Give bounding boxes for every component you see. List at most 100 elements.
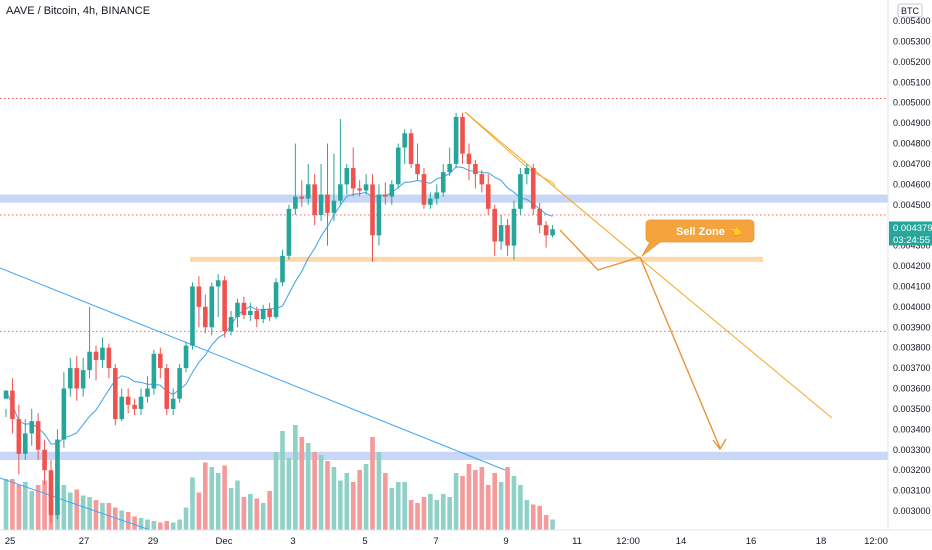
candle-body bbox=[428, 198, 433, 205]
candle bbox=[254, 306, 260, 328]
volume-bar bbox=[16, 485, 22, 530]
candle bbox=[453, 112, 459, 168]
projection-path-line[interactable] bbox=[559, 229, 641, 271]
price-axis-background bbox=[888, 0, 932, 530]
volume-bar bbox=[524, 500, 530, 530]
volume-bar bbox=[80, 495, 86, 530]
candle bbox=[492, 204, 497, 256]
price-tick-label: 0.005100 bbox=[893, 77, 931, 87]
volume-bar bbox=[61, 485, 67, 530]
candle bbox=[151, 349, 157, 395]
candle-body bbox=[61, 388, 67, 440]
candle bbox=[505, 219, 510, 256]
volume-bar bbox=[10, 479, 15, 530]
candle bbox=[3, 390, 9, 418]
candle bbox=[280, 249, 285, 287]
candle-body bbox=[22, 433, 28, 454]
candle-body bbox=[3, 390, 9, 399]
volume-bar bbox=[395, 482, 401, 530]
volume-bar bbox=[505, 467, 510, 530]
volume-bar bbox=[132, 516, 137, 530]
price-tick-label: 0.004700 bbox=[893, 159, 931, 169]
volume-bar bbox=[286, 458, 292, 530]
volume-bar bbox=[267, 491, 272, 530]
chart-title: AAVE / Bitcoin, 4h, BINANCE bbox=[6, 5, 151, 17]
volume-bar bbox=[299, 437, 305, 530]
volume-bar bbox=[113, 507, 118, 530]
time-axis[interactable]: 25 27 29 Dec 3 5 7 9 11 12:00 14 16 18 12:00 bbox=[0, 529, 932, 547]
volume-bar bbox=[222, 465, 227, 530]
candle-body bbox=[299, 196, 305, 199]
volume-bar bbox=[68, 492, 73, 530]
candle-body bbox=[543, 225, 549, 236]
candle bbox=[530, 163, 536, 215]
volume-bar bbox=[440, 494, 446, 530]
candle-body bbox=[537, 208, 542, 226]
moving-average-line[interactable] bbox=[5, 166, 553, 445]
price-tick-label: 0.005300 bbox=[893, 36, 931, 46]
candle-body bbox=[177, 368, 182, 399]
orange-channel-line[interactable] bbox=[464, 111, 556, 187]
volume-bar bbox=[428, 494, 433, 530]
volume-bar bbox=[325, 461, 330, 530]
volume-bar bbox=[537, 506, 542, 530]
volume-bar bbox=[183, 507, 189, 530]
volume-bar bbox=[203, 462, 208, 530]
volume-bar bbox=[22, 482, 28, 530]
volume-bar bbox=[106, 503, 112, 530]
volume-layer bbox=[3, 425, 555, 530]
candle bbox=[312, 174, 317, 226]
blue-lower-trendline[interactable] bbox=[0, 477, 151, 531]
blue-descending-trendline[interactable] bbox=[0, 267, 506, 471]
sell-zone-callout[interactable] bbox=[641, 219, 755, 257]
candle-body bbox=[145, 388, 150, 397]
trendlines-layer[interactable] bbox=[0, 111, 833, 531]
candle bbox=[241, 296, 247, 320]
candle bbox=[100, 337, 105, 369]
time-tick-label: 9 bbox=[503, 536, 508, 547]
candle-body bbox=[29, 421, 35, 434]
candle-body bbox=[402, 133, 407, 148]
candle bbox=[389, 180, 395, 205]
candle-body bbox=[325, 194, 330, 213]
candle-body bbox=[370, 184, 375, 236]
volume-bar bbox=[466, 464, 472, 530]
candle bbox=[190, 282, 195, 350]
candle-body bbox=[119, 396, 125, 420]
candle bbox=[164, 364, 170, 416]
time-tick-label: 3 bbox=[290, 536, 295, 547]
candle bbox=[183, 341, 189, 373]
volume-bar bbox=[530, 504, 536, 530]
volume-bar bbox=[196, 492, 202, 530]
annotations-layer[interactable]: Sell Zone 👈 bbox=[559, 219, 755, 451]
candle-body bbox=[460, 116, 465, 154]
volume-bar bbox=[145, 519, 150, 530]
volume-bar bbox=[273, 452, 279, 530]
countdown-label: 03:24:55 bbox=[893, 235, 930, 246]
arrow-head-icon bbox=[712, 438, 727, 451]
projection-arrow-line[interactable] bbox=[639, 256, 721, 449]
candle-body bbox=[447, 163, 452, 173]
candle-body bbox=[125, 396, 131, 405]
candle bbox=[299, 180, 305, 207]
candle bbox=[537, 202, 542, 234]
candle bbox=[357, 180, 362, 197]
price-tick-label: 0.003000 bbox=[893, 506, 931, 516]
candle bbox=[203, 294, 208, 334]
candle bbox=[550, 225, 555, 238]
currency-badge[interactable] bbox=[897, 3, 923, 18]
candle bbox=[383, 182, 388, 205]
candle-body bbox=[466, 153, 472, 164]
time-tick-label: 12:00 bbox=[864, 536, 888, 547]
time-tick-label: 16 bbox=[746, 536, 757, 547]
candle bbox=[466, 143, 472, 181]
candle-body bbox=[350, 168, 356, 189]
price-tick-label: 0.003200 bbox=[893, 465, 931, 475]
price-tick-label: 0.003500 bbox=[893, 404, 931, 414]
candle-body bbox=[42, 449, 47, 471]
candle bbox=[138, 388, 144, 416]
volume-bar bbox=[29, 491, 35, 530]
